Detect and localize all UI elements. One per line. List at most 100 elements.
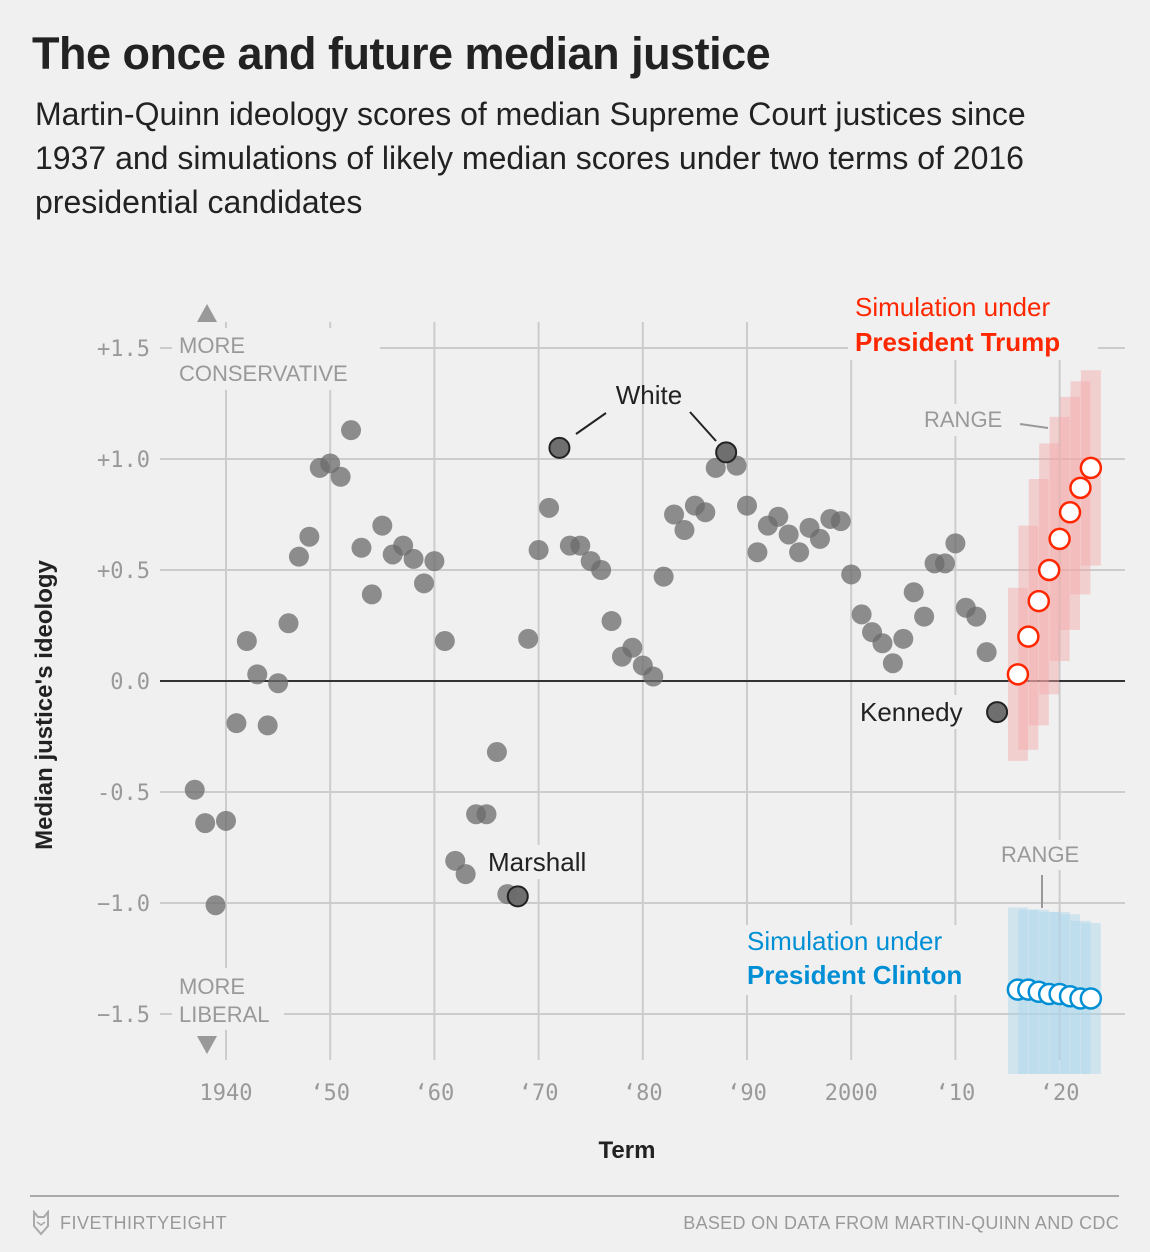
- historical-point: [205, 895, 226, 916]
- y-tick-label: −1.5: [97, 1003, 150, 1028]
- trump-sim-point: [1079, 456, 1103, 480]
- annotated-point: [506, 885, 529, 908]
- annotated-point: [715, 441, 738, 464]
- historical-point: [476, 804, 497, 825]
- historical-point: [809, 528, 830, 549]
- historical-point: [622, 637, 643, 658]
- x-tick-label: ‘90: [727, 1081, 767, 1106]
- x-tick-label: ‘10: [936, 1081, 976, 1106]
- historical-point: [403, 548, 424, 569]
- trump-sim-point: [1017, 625, 1040, 648]
- legend-trump-line2: President Trump: [855, 327, 1060, 357]
- trump-sim-point: [1037, 558, 1061, 582]
- historical-point: [893, 628, 914, 649]
- historical-point: [664, 504, 685, 525]
- historical-point: [674, 520, 695, 541]
- historical-point: [330, 466, 351, 487]
- y-tick-label: +0.5: [97, 559, 150, 584]
- trump-sim-point: [1006, 663, 1030, 686]
- historical-point: [216, 810, 236, 831]
- historical-point: [882, 653, 903, 674]
- historical-point: [434, 631, 455, 652]
- historical-point: [413, 573, 434, 594]
- historical-point: [518, 628, 539, 649]
- y-axis-title: Median justice's ideology: [31, 559, 58, 849]
- y-tick-label: +1.0: [97, 448, 150, 473]
- trump-sim-point: [1058, 501, 1082, 524]
- clinton-range-label: RANGE: [1001, 842, 1079, 867]
- historical-point: [247, 664, 268, 685]
- historical-point: [747, 542, 768, 563]
- trump-sim-point: [1048, 527, 1071, 551]
- historical-point: [257, 715, 278, 736]
- label-backdrop: [486, 845, 604, 879]
- annotation-leader-line: [689, 411, 717, 442]
- y-tick-label: +1.5: [97, 337, 150, 362]
- historical-point: [966, 606, 987, 627]
- historical-point: [299, 526, 320, 547]
- historical-point: [184, 779, 205, 800]
- y-tick-label: −1.0: [97, 892, 150, 917]
- historical-point: [653, 566, 674, 587]
- legend-backdrop: [848, 292, 1098, 360]
- x-tick-label: 1940: [200, 1081, 253, 1106]
- annotated-point: [986, 701, 1009, 724]
- x-tick-label: ‘80: [623, 1081, 663, 1106]
- y-tick-label: -0.5: [97, 781, 150, 806]
- label-backdrop: [918, 404, 1016, 436]
- historical-point: [643, 666, 664, 687]
- historical-point: [486, 742, 507, 763]
- trump-range-label: RANGE: [924, 407, 1002, 432]
- historical-point: [976, 642, 997, 663]
- fox-logo-icon: [33, 1210, 49, 1236]
- chart-title: The once and future median justice: [32, 28, 771, 79]
- annotated-point: [548, 436, 571, 459]
- x-axis-title: Term: [599, 1137, 656, 1164]
- historical-point: [830, 511, 851, 532]
- historical-point: [914, 606, 935, 627]
- arrow-down-icon: [197, 1036, 217, 1054]
- historical-point: [268, 673, 289, 694]
- chart-canvas: 1940 ‘50 ‘60 ‘70 ‘80 ‘90 2000 ‘10 ‘20 +1.5 +1.0 +0.…: [31, 292, 1125, 1164]
- trump-sim-point: [1069, 476, 1092, 500]
- historical-point: [789, 542, 810, 563]
- source-note: BASED ON DATA FROM MARTIN-QUINN AND CDC: [683, 1213, 1119, 1233]
- note-backdrop: [172, 328, 380, 390]
- historical-point: [278, 613, 299, 634]
- legend-clinton-line1: Simulation under: [747, 926, 942, 956]
- historical-point: [872, 633, 893, 654]
- note-backdrop: [172, 968, 284, 1030]
- historical-point: [372, 515, 393, 536]
- historical-point: [851, 604, 872, 625]
- historical-point: [570, 535, 591, 556]
- historical-point: [841, 564, 862, 585]
- historical-point: [705, 457, 726, 478]
- historical-point: [288, 546, 309, 567]
- footer-divider: [30, 1195, 1119, 1197]
- historical-point: [236, 631, 257, 652]
- axis-note-top-line1: MORE: [179, 333, 245, 358]
- chart-subtitle: Martin-Quinn ideology scores of median S…: [35, 96, 1026, 220]
- historical-point: [695, 502, 716, 523]
- legend-trump-line1: Simulation under: [855, 292, 1050, 322]
- y-tick-label: 0.0: [110, 670, 150, 695]
- range-leader-line: [1019, 423, 1049, 429]
- historical-point: [778, 524, 799, 545]
- brand-name: FIVETHIRTYEIGHT: [60, 1213, 228, 1233]
- x-tick-label: ‘50: [310, 1081, 350, 1106]
- historical-point: [737, 495, 757, 516]
- arrow-up-icon: [197, 304, 217, 322]
- historical-point: [341, 420, 362, 441]
- x-tick-label: 2000: [825, 1081, 878, 1106]
- historical-point: [351, 537, 372, 558]
- historical-point: [539, 497, 560, 518]
- x-tick-label: ‘20: [1040, 1081, 1080, 1106]
- historical-point: [424, 551, 445, 572]
- historical-point: [591, 560, 612, 580]
- axis-note-top-line2: CONSERVATIVE: [179, 361, 348, 386]
- x-tick-label: ‘70: [519, 1081, 559, 1106]
- historical-point: [195, 813, 216, 834]
- clinton-sim-point: [1079, 987, 1103, 1010]
- historical-point: [361, 584, 382, 605]
- annotation-leader-line: [575, 412, 607, 435]
